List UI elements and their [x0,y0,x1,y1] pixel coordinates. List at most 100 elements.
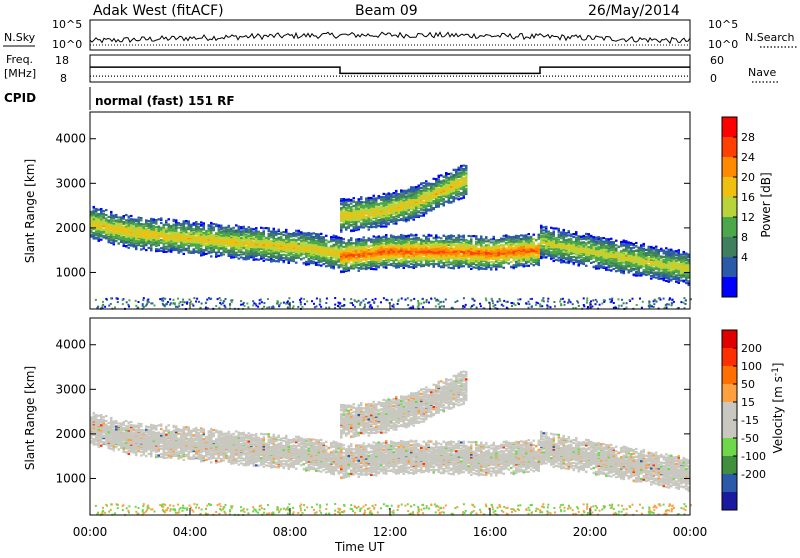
nave-tick-low: 0 [710,72,717,85]
power-cell [183,253,186,255]
power-cell [238,254,241,256]
power-cell [363,239,366,241]
power-cell [208,224,211,226]
power-cell [300,236,303,238]
power-cell [158,238,161,240]
power-cell [413,253,416,255]
power-cell [423,264,426,266]
power-cell [405,235,408,237]
power-cell [420,262,423,264]
power-cell [205,239,208,241]
power-cell [195,250,198,252]
power-cell [530,263,533,265]
power-cell [360,238,363,240]
power-cell [175,246,178,248]
power-cell [213,234,216,236]
power-cell [240,253,243,255]
power-cell [485,251,488,253]
power-cell [338,254,341,256]
power-cell [520,238,523,240]
power-cell [225,229,228,231]
power-cell [375,217,378,219]
power-cell [258,233,261,235]
power-cell [260,246,263,248]
power-cell [163,229,166,231]
power-cell [330,250,333,252]
power-cell [350,206,353,208]
power-cell [410,255,413,257]
power-cell [173,238,176,240]
power-cell [273,246,276,248]
power-cell [470,235,473,237]
power-cell [118,219,121,221]
power-cell [443,244,446,246]
power-cell [368,249,371,251]
power-cell [328,250,331,252]
power-cell [168,234,171,236]
power-cell [398,244,401,246]
power-cell [398,240,401,242]
power-cell [278,259,281,261]
power-cell [270,260,273,262]
power-cell [418,237,421,239]
power-cell [313,236,316,238]
power-cell [330,265,333,267]
power-cell [473,245,476,247]
nsky-trace [90,32,690,45]
power-cell [413,240,416,242]
power-cell [448,240,451,242]
power-cell [463,249,466,251]
power-cell [118,237,121,239]
power-cell [510,236,513,238]
power-cell [275,260,278,262]
power-cell [230,228,233,230]
power-cell [440,255,443,257]
power-cell [533,264,536,266]
power-cell [253,257,256,259]
power-cell [515,261,518,263]
power-cell [278,233,281,235]
power-cell [318,264,321,266]
power-cell [248,252,251,254]
power-cell [113,219,116,221]
power-cell [378,219,381,221]
power-cell [180,226,183,228]
power-cell [165,251,168,253]
power-cell [185,222,188,224]
power-cell [263,227,266,229]
power-cell [93,209,96,211]
power-cell [345,199,348,201]
power-cell [460,244,463,246]
power-cell [363,213,366,215]
power-cell [513,247,516,249]
power-cell [248,242,251,244]
power-cell [460,262,463,264]
power-cell [248,226,251,228]
power-cell [490,267,493,269]
power-cell [160,242,163,244]
power-cell [308,258,311,260]
power-cell [195,236,198,238]
power-cell [495,239,498,241]
power-cell [155,242,158,244]
power-cell [353,267,356,269]
power-cell [480,267,483,269]
power-cell [505,247,508,249]
power-cell [203,249,206,251]
power-cell [183,246,186,248]
power-cell [438,236,441,238]
power-cell [368,255,371,257]
power-cell [328,257,331,259]
power-cell [465,241,468,243]
power-cell [285,247,288,249]
power-cell [453,235,456,237]
power-cell [305,256,308,258]
power-cell [235,230,238,232]
power-cell [528,242,531,244]
power-cell [500,264,503,266]
station-title: Adak West (fitACF) [93,3,224,19]
power-cell [373,235,376,237]
power-cell [320,236,323,238]
power-cell [378,235,381,237]
power-cell [200,221,203,223]
